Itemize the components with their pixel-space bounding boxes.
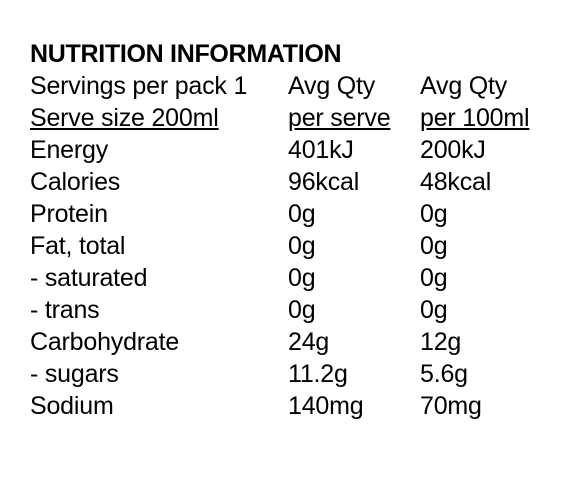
nutrient-per-100: 0g bbox=[420, 200, 448, 228]
nutrient-row: - saturated 0g 0g bbox=[30, 262, 560, 294]
nutrient-per-100: 12g bbox=[420, 328, 462, 356]
serve-size: Serve size 200ml bbox=[30, 104, 219, 132]
header-row-serve-size: Serve size 200ml per serve per 100ml bbox=[30, 102, 560, 134]
nutrient-name: Energy bbox=[30, 136, 109, 164]
nutrient-per-100: 0g bbox=[420, 232, 448, 260]
nutrient-per-serve: 11.2g bbox=[288, 360, 348, 388]
col-header-per-serve-top: Avg Qty bbox=[288, 72, 376, 100]
nutrient-name: Fat, total bbox=[30, 232, 126, 260]
nutrient-name: - trans bbox=[30, 296, 100, 324]
nutrient-per-serve: 24g bbox=[288, 328, 330, 356]
nutrient-per-serve: 0g bbox=[288, 232, 316, 260]
nutrient-row: - trans 0g 0g bbox=[30, 294, 560, 326]
nutrient-name: - sugars bbox=[30, 360, 119, 388]
nutrient-name: Protein bbox=[30, 200, 108, 228]
nutrient-name: - saturated bbox=[30, 264, 148, 292]
nutrient-name: Sodium bbox=[30, 392, 114, 420]
nutrient-per-100: 48kcal bbox=[420, 168, 492, 196]
col-header-per-100-top: Avg Qty bbox=[420, 72, 508, 100]
nutrient-name: Carbohydrate bbox=[30, 328, 180, 356]
nutrient-row: Carbohydrate 24g 12g bbox=[30, 326, 560, 358]
nutrient-row: Protein 0g 0g bbox=[30, 198, 560, 230]
nutrient-row: Calories 96kcal 48kcal bbox=[30, 166, 560, 198]
nutrient-per-100: 5.6g bbox=[420, 360, 468, 388]
nutrient-per-serve: 0g bbox=[288, 200, 316, 228]
col-header-per-serve: per serve bbox=[288, 104, 391, 132]
nutrient-per-serve: 0g bbox=[288, 296, 316, 324]
nutrient-per-100: 0g bbox=[420, 264, 448, 292]
nutrient-per-100: 70mg bbox=[420, 392, 482, 420]
nutrient-row: Sodium 140mg 70mg bbox=[30, 390, 560, 422]
servings-per-pack: Servings per pack 1 bbox=[30, 72, 248, 100]
nutrient-row: Energy 401kJ 200kJ bbox=[30, 134, 560, 166]
nutrient-name: Calories bbox=[30, 168, 121, 196]
nutrient-per-serve: 401kJ bbox=[288, 136, 354, 164]
header-row-servings: Servings per pack 1 Avg Qty Avg Qty bbox=[30, 70, 560, 102]
nutrition-table: Servings per pack 1 Avg Qty Avg Qty Serv… bbox=[30, 70, 560, 422]
panel-title: NUTRITION INFORMATION bbox=[30, 40, 342, 68]
nutrient-per-serve: 140mg bbox=[288, 392, 364, 420]
nutrient-row: - sugars 11.2g 5.6g bbox=[30, 358, 560, 390]
col-header-per-100: per 100ml bbox=[420, 104, 530, 132]
nutrient-per-serve: 0g bbox=[288, 264, 316, 292]
nutrient-per-serve: 96kcal bbox=[288, 168, 360, 196]
nutrient-per-100: 0g bbox=[420, 296, 448, 324]
nutrition-panel: NUTRITION INFORMATION Servings per pack … bbox=[30, 38, 560, 422]
nutrient-row: Fat, total 0g 0g bbox=[30, 230, 560, 262]
nutrient-per-100: 200kJ bbox=[420, 136, 486, 164]
